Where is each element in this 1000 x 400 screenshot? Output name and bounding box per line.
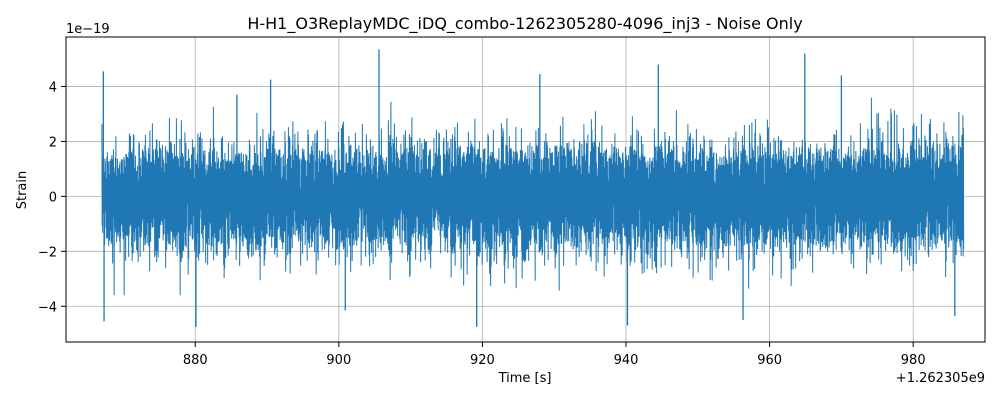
x-tick-label: 980	[901, 353, 926, 368]
x-axis-label: Time [s]	[498, 371, 552, 386]
x-offset-label: +1.262305e9	[896, 371, 985, 386]
x-tick-label: 900	[326, 353, 351, 368]
plot-frame	[65, 36, 986, 343]
y-tick-label: −2	[38, 245, 57, 260]
x-tick-label: 960	[757, 353, 782, 368]
x-tick-label: 920	[470, 353, 495, 368]
x-tick-label: 940	[614, 353, 639, 368]
y-scale-label: 1e−19	[66, 22, 110, 37]
y-tick-label: −4	[38, 300, 57, 315]
y-ticks: −4 −2 0 2 4	[38, 80, 66, 315]
chart-title: H-H1_O3ReplayMDC_iDQ_combo-1262305280-40…	[247, 14, 802, 34]
strain-series-line	[101, 97, 965, 296]
series-group	[101, 49, 965, 327]
y-tick-label: 4	[49, 80, 57, 95]
y-axis-label: Strain	[15, 171, 30, 210]
y-tick-label: 2	[49, 135, 57, 150]
x-tick-label: 880	[183, 353, 208, 368]
x-ticks: 880 900 920 940 960 980	[183, 342, 926, 368]
y-tick-label: 0	[49, 190, 57, 205]
